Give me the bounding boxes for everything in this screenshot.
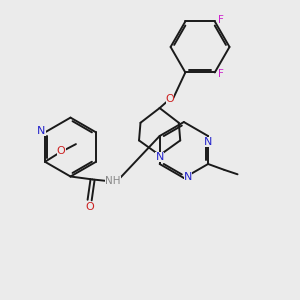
Text: N: N (37, 126, 46, 136)
Text: N: N (155, 152, 164, 162)
Text: N: N (184, 172, 193, 182)
Text: O: O (166, 94, 174, 104)
Text: O: O (57, 146, 66, 157)
Text: F: F (218, 69, 224, 79)
Text: F: F (218, 15, 224, 25)
Text: O: O (85, 202, 94, 212)
Text: NH: NH (105, 176, 121, 186)
Text: N: N (204, 137, 212, 147)
